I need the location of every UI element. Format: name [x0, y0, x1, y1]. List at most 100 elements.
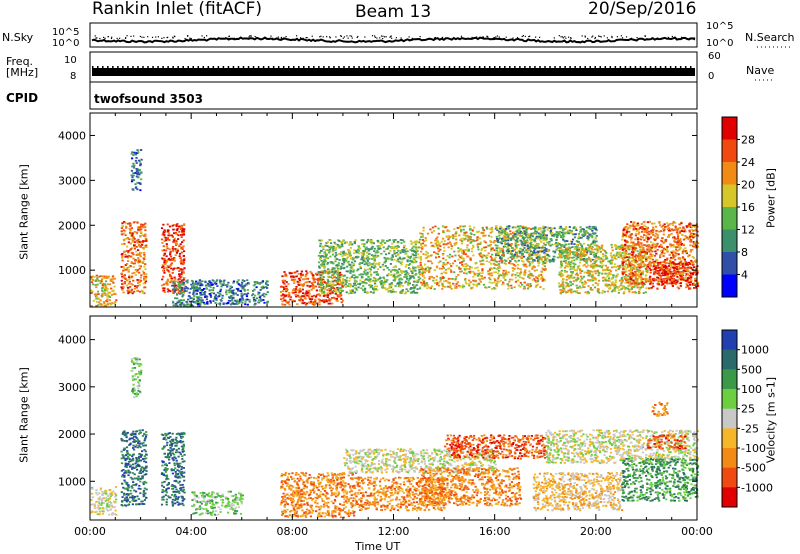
power-cell	[318, 293, 321, 296]
power-cell	[301, 299, 304, 301]
power-cell	[416, 288, 419, 290]
power-cell	[166, 238, 170, 241]
power-cell	[394, 239, 397, 241]
power-cell	[353, 241, 356, 243]
power-cell	[556, 244, 559, 247]
nsearch-point	[329, 37, 331, 39]
power-cell	[130, 174, 133, 177]
power-cell	[504, 273, 507, 275]
nsearch-point	[395, 37, 397, 39]
power-cell	[417, 266, 420, 269]
power-cell	[311, 277, 314, 279]
power-cell	[617, 265, 620, 267]
power-cell	[310, 272, 313, 275]
power-cell	[472, 244, 475, 247]
power-cell	[327, 261, 330, 264]
power-cell	[197, 282, 200, 285]
power-cell	[606, 266, 609, 269]
power-cell	[305, 290, 308, 293]
power-cell	[519, 231, 522, 233]
power-cell	[502, 272, 505, 275]
power-cell	[484, 241, 487, 244]
freq-tick-mark	[478, 66, 481, 68]
power-cell	[346, 276, 349, 279]
power-cell	[414, 251, 417, 253]
power-cell	[590, 263, 593, 266]
power-cell	[228, 296, 231, 299]
power-cell	[399, 274, 402, 276]
power-cell	[334, 251, 337, 254]
power-cell	[292, 289, 295, 292]
power-cell	[628, 284, 631, 287]
power-cell	[425, 282, 428, 284]
power-cell	[556, 256, 559, 259]
power-cell	[317, 261, 321, 264]
nsearch-point	[487, 36, 489, 38]
power-cell	[489, 228, 492, 230]
power-cell	[506, 248, 510, 251]
power-cell	[499, 273, 502, 276]
power-cell	[369, 284, 372, 286]
power-cell	[391, 254, 394, 256]
power-cell	[174, 284, 177, 287]
nsearch-point	[671, 35, 673, 38]
power-cell	[592, 265, 595, 268]
power-cell	[414, 269, 417, 272]
power-cell	[166, 247, 169, 250]
power-cell	[594, 240, 597, 243]
power-cell	[302, 292, 305, 295]
power-cell	[133, 231, 136, 233]
power-cell	[534, 232, 537, 235]
power-cell	[610, 281, 613, 284]
power-cell	[400, 242, 403, 244]
power-cell	[133, 271, 136, 274]
power-cell	[140, 228, 143, 231]
power-cell	[226, 284, 229, 286]
power-cell	[352, 269, 355, 272]
power-cell	[320, 245, 324, 248]
power-cell	[217, 302, 220, 305]
power-cell	[435, 266, 438, 269]
power-cell	[317, 279, 320, 282]
power-cell	[171, 272, 174, 274]
power-cell	[410, 260, 413, 263]
power-cell	[460, 229, 463, 231]
power-cell	[539, 278, 542, 280]
power-cell	[626, 247, 629, 249]
power-cell	[589, 287, 592, 289]
power-cell	[384, 257, 387, 260]
power-cell	[296, 289, 299, 292]
power-cell	[108, 299, 111, 302]
power-cell	[219, 280, 222, 283]
power-cell	[219, 302, 222, 305]
power-cell	[610, 255, 613, 258]
power-cell	[165, 260, 168, 263]
power-cell	[374, 279, 377, 282]
power-cell	[455, 275, 458, 278]
power-cell	[210, 282, 213, 284]
power-cell	[559, 289, 562, 291]
freq-tick-mark	[659, 66, 662, 68]
power-cell	[492, 262, 496, 265]
power-cell	[514, 280, 517, 283]
power-cell	[530, 274, 533, 277]
power-cell	[580, 286, 583, 289]
power-cell	[177, 300, 181, 302]
power-cell	[322, 276, 325, 279]
power-cell	[323, 288, 326, 291]
power-cell	[341, 245, 344, 248]
power-cell	[524, 232, 527, 235]
power-cell	[314, 299, 317, 302]
power-cell	[121, 256, 124, 259]
power-cell	[360, 258, 363, 261]
nsearch-point	[280, 37, 282, 39]
power-cell	[629, 288, 632, 291]
power-cell	[558, 256, 561, 259]
power-cell	[362, 281, 366, 284]
power-cell	[456, 281, 459, 284]
power-cell	[421, 239, 425, 241]
power-cell	[564, 227, 567, 230]
power-cell	[396, 282, 399, 285]
power-cell	[287, 283, 290, 285]
power-cell	[499, 226, 502, 228]
